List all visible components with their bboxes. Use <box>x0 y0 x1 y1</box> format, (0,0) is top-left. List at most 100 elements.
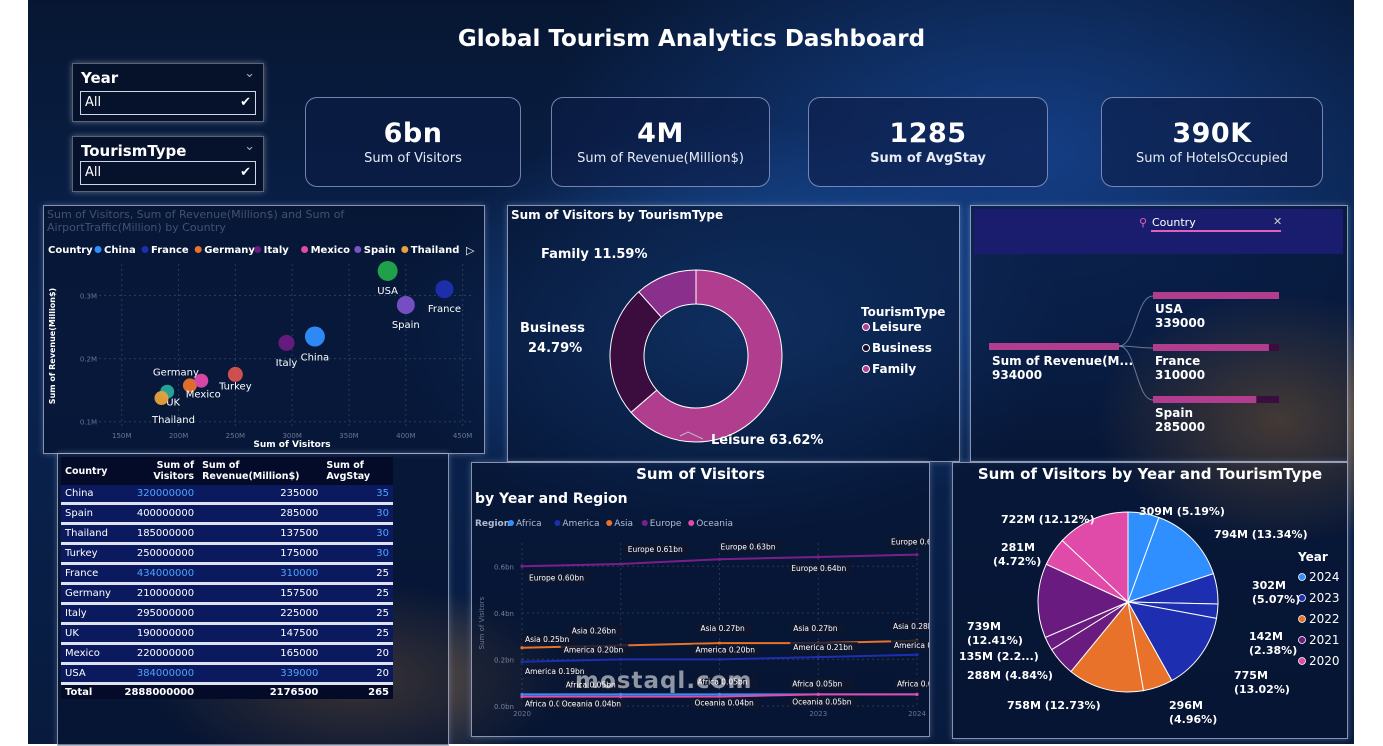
table-cell: 35 <box>322 485 393 505</box>
table-row[interactable]: China 320000000 235000 35 <box>61 485 393 505</box>
leader-line <box>679 431 704 440</box>
line-point <box>816 555 820 559</box>
x-tick-label: 300M <box>282 432 301 440</box>
pie-slice <box>1070 600 1145 693</box>
line-chart[interactable]: Region Africa America Asia Europe Oceania 0.6b… <box>472 463 929 736</box>
table-row[interactable]: Spain 400000000 285000 30 <box>61 503 393 525</box>
dropdown-arrow-icon[interactable]: ✔ <box>240 95 251 110</box>
y-tick-label: 0.2M <box>80 356 97 364</box>
country-table-wrap[interactable]: Country Sum of Visitors Sum of Revenue(Mil… <box>61 457 393 699</box>
legend-dot <box>301 246 309 253</box>
line-data-label: America 0.19bn <box>525 667 585 676</box>
scatter-point-china <box>304 326 325 347</box>
pie-data-label-value: 296M <box>1169 699 1203 712</box>
scatter-point-france <box>435 280 454 299</box>
chevron-down-icon[interactable]: ⌄ <box>244 66 255 81</box>
table-cell: 157500 <box>198 583 323 605</box>
table-row[interactable]: USA 384000000 339000 20 <box>61 663 393 685</box>
total-cell: 2888000000 <box>114 683 199 699</box>
line-point <box>816 655 820 659</box>
pie-slice <box>1127 601 1218 682</box>
tourismtype-select[interactable]: All ✔ <box>80 161 256 185</box>
column-header[interactable]: Country <box>61 457 115 485</box>
legend-dot <box>141 246 149 253</box>
legend-dot <box>194 246 202 253</box>
data-label-bg <box>562 679 626 691</box>
table-cell: 175000 <box>198 543 323 565</box>
legend-dot <box>401 246 409 253</box>
line-data-label: Europe 0.65bn <box>891 538 929 547</box>
pie-data-label-pct: (5.07%) <box>1252 593 1300 606</box>
pie-legend-2021: 2021 <box>1309 633 1340 647</box>
table-row[interactable]: Mexico 220000000 165000 20 <box>61 643 393 665</box>
line-point <box>520 695 524 699</box>
kpi-visitors: 6bn Sum of Visitors <box>305 97 521 187</box>
table-cell: 190000000 <box>114 623 199 645</box>
close-icon[interactable]: ✕ <box>1273 215 1283 228</box>
country-table[interactable]: Country Sum of Visitors Sum of Revenue(Mil… <box>61 457 393 699</box>
pie-panel[interactable]: Sum of Visitors by Year and TourismType … <box>952 462 1348 739</box>
y-tick-label: 0.2bn <box>494 656 514 664</box>
scatter-panel[interactable]: Sum of Visitors, Sum of Revenue(Million$… <box>43 205 485 454</box>
data-label-bg <box>691 697 760 709</box>
year-select[interactable]: All ✔ <box>80 91 256 115</box>
line-data-label: America 0.20bn <box>696 645 756 654</box>
column-header[interactable]: Sum of Revenue(Million$) <box>198 457 323 485</box>
y-tick-label: 0.3M <box>80 293 97 301</box>
table-row[interactable]: France 434000000 310000 25 <box>61 563 393 585</box>
table-cell: 25 <box>322 603 393 625</box>
table-row[interactable]: Turkey 250000000 175000 30 <box>61 543 393 565</box>
dropdown-arrow-icon[interactable]: ✔ <box>240 165 251 180</box>
table-cell: Germany <box>61 583 115 605</box>
column-header[interactable]: Sum of Visitors <box>114 457 199 485</box>
table-cell: 30 <box>322 503 393 525</box>
table-cell: France <box>61 563 115 585</box>
scatter-chart[interactable]: Country China France Germany Italy Mexico Spai… <box>44 206 484 453</box>
pie-data-label: 288M (4.84%) <box>967 669 1053 682</box>
table-cell: 20 <box>322 643 393 665</box>
line-data-label: Africa 0.05bn <box>566 680 616 689</box>
data-label-bg <box>560 644 629 656</box>
tourismtype-slicer[interactable]: TourismType ⌄ All ✔ <box>72 136 264 192</box>
column-header[interactable]: Sum of AvgStay <box>322 457 393 485</box>
kpi-caption: Sum of AvgStay <box>870 151 986 166</box>
pie-chart[interactable]: 309M (5.19%) 794M (13.34%) 302M(5.07%) 142M… <box>953 463 1347 738</box>
table-row[interactable]: UK 190000000 147500 25 <box>61 623 393 645</box>
table-cell: 285000 <box>198 503 323 525</box>
legend-dot <box>688 520 695 526</box>
kpi-avgstay: 1285 Sum of AvgStay <box>808 97 1048 187</box>
root-value: 934000 <box>992 368 1042 382</box>
table-cell: 250000000 <box>114 543 199 565</box>
point-label: USA <box>377 286 398 297</box>
table-cell: Italy <box>61 603 115 625</box>
point-label: France <box>428 304 461 315</box>
year-slicer-label: Year <box>81 69 119 87</box>
pie-data-label-value: 775M <box>1234 669 1268 682</box>
point-label: Germany <box>153 367 199 378</box>
table-row[interactable]: Italy 295000000 225000 25 <box>61 603 393 625</box>
donut-chart[interactable]: Family 11.59% Business 24.79% Leisure 63.62… <box>508 206 959 461</box>
scatter-point-turkey <box>227 366 243 382</box>
table-row[interactable]: Thailand 185000000 137500 30 <box>61 523 393 545</box>
data-label-bg <box>888 536 929 548</box>
x-axis-title: Sum of Visitors <box>253 440 330 450</box>
legend-dot <box>508 520 514 526</box>
line-point <box>717 657 722 662</box>
table-row[interactable]: Germany 210000000 157500 25 <box>61 583 393 605</box>
table-cell: USA <box>61 663 115 685</box>
year-slicer[interactable]: Year ⌄ All ✔ <box>72 63 264 122</box>
table-panel[interactable]: Country Sum of Visitors Sum of Revenue(Mil… <box>57 453 449 746</box>
legend-dot <box>94 246 102 253</box>
chevron-down-icon[interactable]: ⌄ <box>244 139 255 154</box>
pie-data-label-pct: (2.38%) <box>1249 644 1297 657</box>
scatter-title: Sum of Visitors, Sum of Revenue(Million$… <box>47 208 345 234</box>
legend-label-france: France <box>151 245 189 256</box>
table-total-row: Total 2888000000 2176500 265 <box>61 683 393 699</box>
pie-data-label: 758M (12.73%) <box>1007 699 1101 712</box>
pie-legend-2024: 2024 <box>1309 570 1340 584</box>
line-point <box>717 641 722 645</box>
decomposition-panel[interactable]: ⚲ Country ✕ Sum of Revenue(M... 934000 USA… <box>970 205 1348 462</box>
donut-panel[interactable]: Sum of Visitors by TourismType Family 11… <box>507 205 960 462</box>
line-panel[interactable]: Sum of Visitors by Year and Region Regio… <box>471 462 930 737</box>
